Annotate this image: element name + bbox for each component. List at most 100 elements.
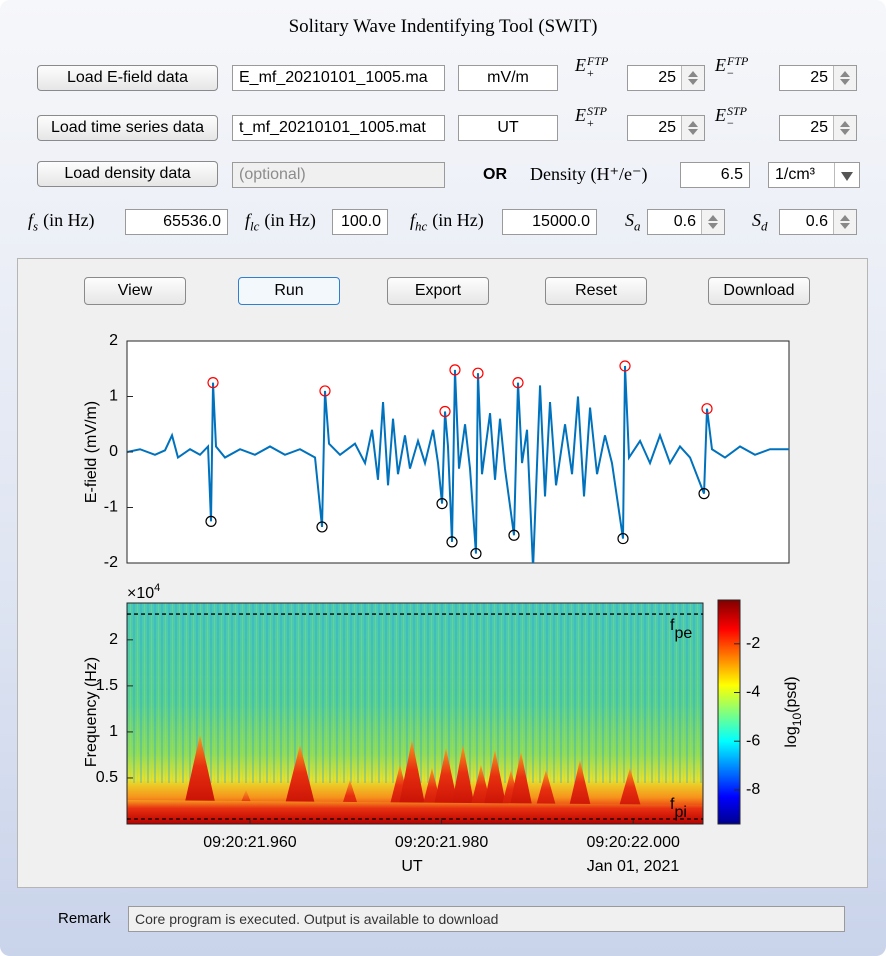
param-value-text: 65536.0 bbox=[163, 213, 221, 230]
spinner-arrows[interactable] bbox=[833, 66, 856, 90]
math-scripts: FTP − bbox=[727, 55, 748, 79]
spinner-text: 25 bbox=[658, 69, 676, 86]
density-value-text: 6.5 bbox=[720, 166, 743, 183]
math-symbol: E bbox=[575, 105, 586, 126]
button[interactable]: Load time series data bbox=[37, 115, 218, 141]
file-path[interactable]: t_mf_20210101_1005.mat bbox=[232, 115, 445, 141]
math-label: E FTP − bbox=[715, 55, 748, 79]
colorbar-tick-label: -8 bbox=[746, 781, 760, 798]
frequency-sub: pi bbox=[674, 804, 686, 821]
efield-plot bbox=[127, 360, 789, 563]
dropdown-arrow[interactable] bbox=[834, 163, 859, 187]
param-value[interactable]: 15000.0 bbox=[502, 209, 597, 235]
spinner-arrows[interactable] bbox=[701, 210, 724, 234]
math-symbol: S bbox=[752, 210, 761, 230]
spinner-text: 25 bbox=[810, 119, 828, 136]
colorbar-label: log10(psd) bbox=[783, 676, 804, 747]
event-marker bbox=[472, 367, 484, 379]
frequency-sub: pe bbox=[674, 625, 692, 642]
math-scripts: FTP + bbox=[587, 55, 608, 79]
subscript: − bbox=[727, 116, 734, 130]
unit-field-text: UT bbox=[497, 119, 519, 136]
frequency-label: fpi bbox=[670, 796, 687, 821]
param-value[interactable]: 65536.0 bbox=[125, 209, 228, 235]
spinner[interactable]: 25 bbox=[779, 65, 857, 91]
x-axis-label: UT bbox=[401, 858, 423, 875]
or-label: OR bbox=[483, 166, 507, 183]
math-label: fs (in Hz) bbox=[28, 210, 95, 235]
frequency-symbol: f bbox=[670, 617, 675, 634]
button[interactable]: Run bbox=[238, 277, 340, 305]
y-tick-label: 1.5 bbox=[96, 677, 118, 694]
math-scripts: STP − bbox=[727, 105, 747, 129]
y-tick-label: 0 bbox=[109, 443, 118, 460]
event-marker bbox=[698, 488, 710, 500]
unit: (in Hz) bbox=[432, 210, 484, 230]
spinner-arrows[interactable] bbox=[833, 210, 856, 234]
y-axis-label: E-field (mV/m) bbox=[83, 401, 100, 503]
burst-band bbox=[127, 800, 703, 824]
density-label: Density (H⁺/e⁻) bbox=[530, 164, 648, 184]
button[interactable]: Export bbox=[387, 277, 489, 305]
superscript: FTP bbox=[587, 54, 609, 68]
colorbar-label-sub: 10 bbox=[790, 713, 804, 727]
spinner[interactable]: 0.6 bbox=[779, 209, 857, 235]
unit-field[interactable]: mV/m bbox=[458, 65, 558, 91]
button[interactable]: Load density data bbox=[37, 161, 218, 187]
event-marker bbox=[470, 547, 482, 560]
y-tick-label: -1 bbox=[104, 499, 118, 516]
density-unit[interactable]: 1/cm³ bbox=[768, 162, 860, 188]
spinner-arrows[interactable] bbox=[681, 116, 704, 140]
colorbar-tick-label: -6 bbox=[746, 732, 760, 749]
file-path[interactable]: E_mf_20210101_1005.ma bbox=[232, 65, 445, 91]
file-path-text: t_mf_20210101_1005.mat bbox=[239, 119, 426, 136]
superscript: FTP bbox=[727, 54, 749, 68]
spinner-text: 0.6 bbox=[673, 213, 696, 230]
subscript: + bbox=[587, 66, 594, 80]
density-value[interactable]: 6.5 bbox=[680, 162, 750, 188]
math-symbol: f bbox=[410, 210, 416, 230]
math-symbol: E bbox=[715, 105, 726, 126]
math-symbol: E bbox=[575, 55, 586, 76]
spinner[interactable]: 25 bbox=[627, 65, 705, 91]
event-marker bbox=[446, 536, 458, 548]
density-file[interactable]: (optional) bbox=[232, 162, 445, 188]
exponent-sup: 4 bbox=[154, 582, 160, 594]
y-tick-label: -2 bbox=[104, 554, 118, 571]
spectrogram-axes bbox=[126, 602, 704, 825]
colorbar-label-rest: (psd) bbox=[783, 676, 800, 712]
subscript: s bbox=[33, 218, 39, 234]
subscript: lc bbox=[250, 218, 260, 234]
spinner-arrows[interactable] bbox=[681, 66, 704, 90]
subscript: hc bbox=[415, 218, 428, 234]
spinner[interactable]: 0.6 bbox=[647, 209, 725, 235]
event-marker bbox=[439, 405, 451, 418]
y-tick-label: 0.5 bbox=[96, 769, 118, 786]
param-value[interactable]: 100.0 bbox=[332, 209, 388, 235]
math-label: E STP − bbox=[715, 105, 747, 129]
colorbar-tick-label: -2 bbox=[746, 635, 760, 652]
y-tick-label: 2 bbox=[109, 631, 118, 648]
subscript: d bbox=[761, 218, 768, 234]
spinner[interactable]: 25 bbox=[627, 115, 705, 141]
remark-box: Core program is executed. Output is avai… bbox=[128, 906, 845, 932]
spinner[interactable]: 25 bbox=[779, 115, 857, 141]
unit: (in Hz) bbox=[43, 210, 95, 230]
button[interactable]: View bbox=[84, 277, 186, 305]
button[interactable]: Download bbox=[708, 277, 810, 305]
exponent-base: ×10 bbox=[127, 585, 154, 602]
spinner-text: 0.6 bbox=[805, 213, 828, 230]
event-marker bbox=[207, 377, 219, 389]
button[interactable]: Reset bbox=[545, 277, 647, 305]
button[interactable]: Load E-field data bbox=[37, 65, 218, 91]
superscript: STP bbox=[587, 104, 608, 118]
x-tick-label: 09:20:22.000 bbox=[586, 834, 680, 851]
y-axis-label: Frequency (Hz) bbox=[83, 657, 100, 767]
spinner-arrows[interactable] bbox=[833, 116, 856, 140]
x-tick-label: 09:20:21.960 bbox=[203, 834, 297, 851]
frequency-symbol: f bbox=[670, 796, 675, 813]
subscript: + bbox=[587, 116, 594, 130]
unit-field[interactable]: UT bbox=[458, 115, 558, 141]
